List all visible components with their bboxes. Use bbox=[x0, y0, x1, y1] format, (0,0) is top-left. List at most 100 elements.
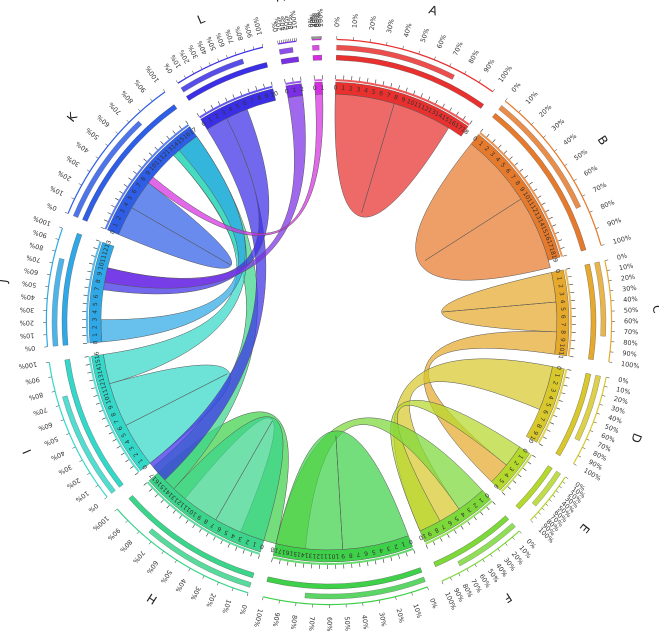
tick-label: 1 bbox=[555, 276, 563, 281]
tick-mark bbox=[498, 144, 502, 149]
tick-label: 4 bbox=[92, 310, 99, 314]
percent-bar-inner-c bbox=[584, 263, 597, 360]
tick-label: 17 bbox=[453, 122, 463, 132]
percent-label: 60% bbox=[325, 617, 333, 631]
tick-label: 12 bbox=[176, 498, 186, 508]
percent-label: 20% bbox=[65, 476, 81, 490]
percent-bar-inner-b bbox=[492, 113, 587, 252]
tick-mark bbox=[558, 239, 562, 242]
percent-axis-m bbox=[278, 40, 297, 45]
tick-mark bbox=[84, 356, 89, 358]
tick-label: 7 bbox=[94, 286, 101, 291]
tick-mark bbox=[227, 543, 230, 548]
percent-tick bbox=[105, 143, 108, 146]
percent-label: 70% bbox=[624, 328, 639, 336]
percent-tick bbox=[51, 391, 55, 393]
tick-label: 4 bbox=[502, 471, 510, 479]
percent-tick bbox=[464, 70, 467, 74]
tick-mark bbox=[154, 494, 158, 498]
percent-label: 80% bbox=[233, 25, 245, 41]
percent-tick bbox=[518, 109, 522, 113]
segment-arc-n bbox=[314, 81, 323, 95]
tick-mark bbox=[119, 190, 124, 194]
percent-label: 100% bbox=[620, 360, 640, 371]
tick-mark bbox=[100, 226, 105, 230]
percent-tick bbox=[543, 135, 546, 138]
tick-mark bbox=[108, 431, 113, 435]
tick-label: 9 bbox=[559, 338, 566, 343]
tick-mark bbox=[463, 115, 466, 120]
tick-mark bbox=[553, 414, 558, 418]
percent-bar-outer-f bbox=[457, 522, 516, 567]
percent-label: 60% bbox=[23, 266, 39, 276]
tick-label: 1 bbox=[92, 333, 99, 337]
tick-mark bbox=[287, 561, 289, 566]
percent-label: 50% bbox=[419, 27, 431, 43]
tick-label: 0 bbox=[555, 365, 563, 370]
percent-tick bbox=[593, 421, 597, 424]
tick-label: 11 bbox=[153, 156, 163, 166]
percent-label: 20% bbox=[56, 169, 73, 183]
tick-label: 9 bbox=[264, 92, 270, 100]
tick-label: 13 bbox=[427, 107, 437, 117]
percent-tick bbox=[202, 575, 205, 579]
percent-label: 30% bbox=[57, 463, 74, 477]
tick-mark bbox=[460, 525, 464, 530]
percent-label: 80% bbox=[28, 390, 44, 401]
tick-mark bbox=[374, 560, 377, 565]
percent-bar-inner-g bbox=[266, 567, 423, 590]
percent-bar-inner-a bbox=[336, 54, 484, 109]
percent-label: 0% bbox=[46, 201, 59, 212]
tick-mark bbox=[247, 88, 250, 93]
percent-label: 30% bbox=[377, 612, 387, 628]
tick-label: 12 bbox=[101, 247, 110, 257]
percent-tick bbox=[66, 433, 70, 436]
percent-bar-inner-f bbox=[433, 515, 510, 567]
tick-mark bbox=[279, 559, 281, 565]
percent-bar-outer-b bbox=[498, 105, 581, 209]
percent-bar-inner-n bbox=[312, 54, 322, 61]
tick-label: 1 bbox=[292, 87, 297, 95]
percent-bar-inner-d bbox=[555, 373, 592, 457]
tick-mark bbox=[537, 195, 542, 199]
percent-label: 60% bbox=[435, 33, 448, 49]
tick-mark bbox=[539, 443, 543, 447]
tick-label: 8 bbox=[140, 175, 148, 182]
percent-tick bbox=[458, 573, 461, 577]
tick-mark bbox=[166, 505, 170, 509]
tick-mark bbox=[563, 384, 568, 387]
tick-label: 6 bbox=[541, 409, 549, 415]
percent-tick bbox=[175, 80, 178, 83]
tick-label: 0 bbox=[200, 120, 207, 128]
tick-mark bbox=[543, 436, 547, 439]
percent-label: 10% bbox=[524, 90, 540, 106]
percent-tick bbox=[590, 430, 594, 432]
percent-label: 90% bbox=[106, 526, 122, 542]
tick-label: 2 bbox=[300, 86, 305, 93]
percent-tick bbox=[55, 238, 59, 240]
percent-label: 100% bbox=[252, 608, 264, 628]
percent-tick bbox=[531, 122, 534, 125]
tick-mark bbox=[359, 563, 361, 568]
tick-mark bbox=[527, 461, 532, 465]
segment-rim-c bbox=[564, 269, 572, 357]
tick-label: 2 bbox=[556, 284, 564, 289]
tick-label: 7 bbox=[249, 97, 255, 105]
segment-arc-k bbox=[107, 126, 197, 235]
percent-tick bbox=[549, 499, 552, 502]
segment-arc-f bbox=[419, 490, 491, 543]
percent-bar-inner-m bbox=[280, 56, 300, 65]
tick-mark bbox=[185, 120, 189, 125]
percent-tick bbox=[208, 62, 211, 66]
tick-mark bbox=[91, 387, 96, 390]
tick-label: 5 bbox=[223, 528, 230, 536]
percent-tick bbox=[86, 472, 90, 475]
percent-tick bbox=[46, 273, 51, 275]
percent-tick bbox=[115, 131, 119, 134]
percent-label: 100% bbox=[32, 214, 52, 228]
tick-label: 1 bbox=[112, 222, 120, 229]
percent-bar-outer-n bbox=[312, 45, 320, 51]
percent-label: 50% bbox=[343, 616, 352, 631]
percent-tick bbox=[586, 438, 590, 441]
tick-label: 3 bbox=[119, 208, 127, 215]
